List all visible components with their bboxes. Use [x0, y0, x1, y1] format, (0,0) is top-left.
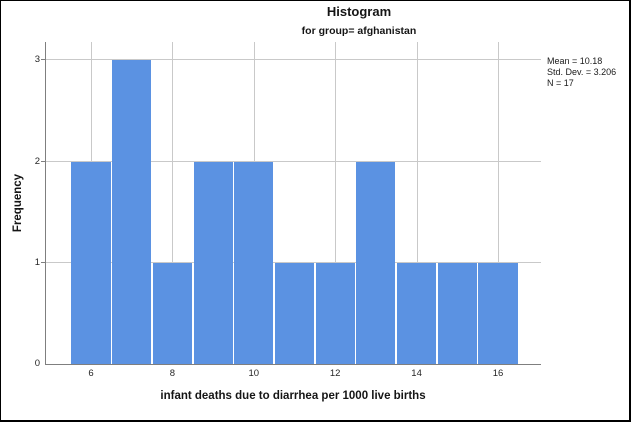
- y-tick-label: 2: [34, 155, 40, 167]
- vertical-gridline: [416, 42, 418, 364]
- histogram-bar: [478, 262, 518, 364]
- y-tick-label: 0: [34, 358, 40, 369]
- y-tick-label: 1: [34, 256, 40, 268]
- histogram-bar: [315, 262, 355, 364]
- histogram-bar: [274, 262, 315, 364]
- x-tick-label: 14: [411, 368, 422, 379]
- y-tick-mark: [41, 59, 45, 61]
- y-tick-mark: [41, 261, 45, 263]
- histogram-bar: [437, 262, 477, 364]
- x-tick-label: 12: [329, 368, 341, 379]
- histogram-bar: [152, 262, 192, 364]
- y-tick-mark: [41, 160, 45, 162]
- stats-box: Mean = 10.18 Std. Dev. = 3.206 N = 17: [547, 56, 616, 89]
- histogram-bar: [193, 161, 233, 364]
- horizontal-gridline: [46, 261, 541, 263]
- histogram-bar: [112, 60, 152, 364]
- chart-subtitle: for group= afghanistan: [301, 25, 417, 37]
- plot-area: 0 1 2 3 6 8 10 12 14 16: [35, 42, 541, 379]
- stats-mean: Mean = 10.18: [547, 56, 603, 66]
- vertical-gridline: [172, 42, 174, 364]
- x-tick-label: 16: [492, 368, 504, 379]
- horizontal-gridline: [46, 160, 541, 162]
- x-tick-label: 8: [169, 368, 176, 379]
- x-axis-line: [45, 364, 541, 365]
- histogram-bar: [234, 161, 274, 364]
- y-axis-title: Frequency: [12, 173, 24, 233]
- histogram-bar: [71, 161, 111, 364]
- chart-title: Histogram: [326, 4, 392, 19]
- vertical-gridline: [498, 42, 499, 364]
- y-axis-line: [45, 42, 46, 365]
- x-tick-label: 10: [248, 368, 260, 379]
- vertical-gridline: [335, 42, 337, 364]
- stats-std-dev: Std. Dev. = 3.206: [547, 67, 617, 77]
- x-axis-title: infant deaths due to diarrhea per 1000 l…: [160, 390, 426, 402]
- histogram-bar: [397, 262, 437, 364]
- horizontal-gridline: [46, 59, 541, 61]
- histogram-bar: [356, 161, 396, 364]
- x-tick-label: 6: [88, 368, 94, 379]
- y-tick-label: 3: [34, 54, 40, 66]
- stats-n: N = 17: [547, 78, 574, 88]
